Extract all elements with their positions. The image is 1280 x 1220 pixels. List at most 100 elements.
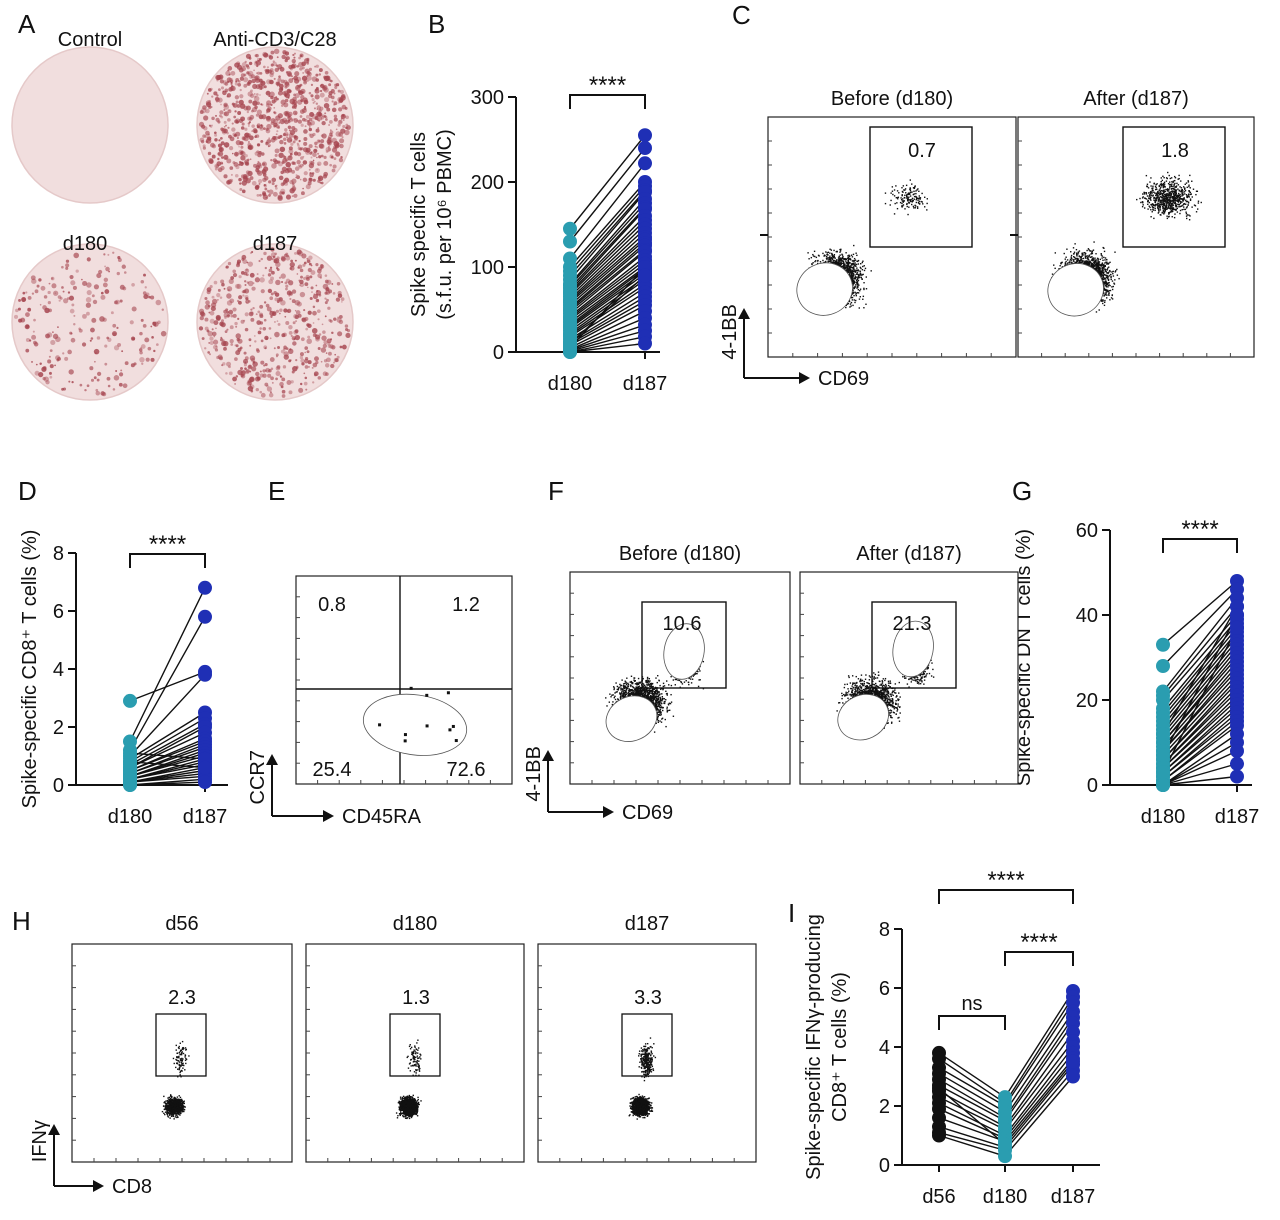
well-spot [71, 380, 74, 384]
well-spot [282, 365, 287, 369]
well-spot [316, 309, 321, 314]
event-dot [853, 270, 855, 273]
well-spot [254, 340, 257, 343]
event-dot [862, 260, 864, 262]
well-spot [301, 253, 307, 259]
well-spot [121, 264, 126, 269]
well-spot [306, 121, 311, 126]
well-spot [284, 56, 288, 60]
well-spot [153, 349, 156, 353]
well-spot [204, 134, 208, 139]
well-spot [299, 352, 304, 357]
well-spot [223, 102, 228, 108]
well-spot [58, 299, 61, 302]
pair-line [129, 732, 206, 769]
well-spot [229, 298, 235, 304]
well-spot [265, 111, 268, 114]
well-spot [200, 139, 205, 144]
well-spot [139, 356, 145, 363]
well-spot [208, 311, 211, 314]
well-spot [293, 61, 296, 64]
well-spot [234, 321, 238, 326]
well-spot [100, 391, 105, 396]
well-spot [281, 333, 286, 338]
well-spot [230, 343, 234, 346]
well-spot [309, 296, 313, 301]
well-spot [265, 128, 271, 134]
well-spot [114, 300, 118, 305]
well-spot [32, 330, 35, 333]
well-spot [64, 356, 69, 361]
event-dot [816, 260, 819, 262]
well-spot [294, 71, 300, 77]
well-spot [271, 270, 275, 275]
well-spot [248, 73, 252, 77]
well-spot [309, 275, 313, 279]
well-spot [291, 186, 297, 191]
well-spot [312, 381, 315, 384]
well-spot [344, 129, 350, 136]
well-spot [247, 91, 253, 97]
event-dot [905, 184, 908, 187]
event-dot [889, 204, 891, 206]
well-spot [292, 341, 297, 346]
well-spot [273, 107, 276, 109]
well-spot [242, 176, 249, 182]
well-spot [275, 96, 278, 98]
well-spot [111, 331, 118, 337]
well-spot [275, 370, 281, 377]
event-dot [918, 195, 920, 197]
well-spot [91, 317, 97, 323]
well-spot [86, 311, 90, 316]
well-spot [52, 331, 54, 334]
well-spot [320, 347, 327, 353]
well-spot [92, 299, 98, 305]
well-spot [223, 313, 228, 318]
well-spot [34, 289, 39, 294]
event-dot [903, 200, 906, 202]
well-spot [210, 106, 213, 109]
well-spot [268, 189, 274, 195]
well-spot [274, 185, 277, 188]
well-spot [314, 94, 320, 100]
well-spot [82, 280, 88, 287]
well-spot [206, 92, 209, 95]
well-spot [274, 159, 279, 165]
pair-line [569, 232, 646, 302]
pair-line [1004, 1017, 1074, 1119]
well-spot [302, 147, 308, 153]
well-spot [326, 279, 332, 285]
event-dot [896, 202, 898, 204]
well-spot [223, 174, 228, 179]
well-spot [312, 305, 316, 309]
pair-line [569, 324, 646, 351]
event-dot [818, 255, 820, 257]
data-point [1156, 659, 1170, 673]
event-dot [850, 264, 853, 266]
well-spot [54, 364, 56, 367]
event-dot [897, 196, 900, 199]
well-spot [104, 344, 108, 348]
well-spot [261, 161, 267, 167]
well-spot [275, 133, 278, 136]
well-spot [318, 143, 324, 149]
well-spot [276, 82, 280, 86]
well-spot [222, 90, 225, 93]
well-spot [313, 371, 319, 377]
well-spot [283, 154, 286, 157]
event-dot [855, 252, 857, 254]
event-dot [835, 260, 838, 263]
well-spot [310, 83, 314, 86]
well-spot [61, 286, 64, 289]
well-spot [237, 62, 241, 66]
well-spot [234, 344, 237, 347]
well-spot [307, 310, 312, 315]
event-dot [835, 259, 838, 261]
well-spot [279, 308, 283, 312]
well-spot [254, 184, 260, 190]
pair-line [1162, 618, 1238, 709]
well-spot [236, 338, 240, 342]
well-spot [255, 53, 259, 58]
